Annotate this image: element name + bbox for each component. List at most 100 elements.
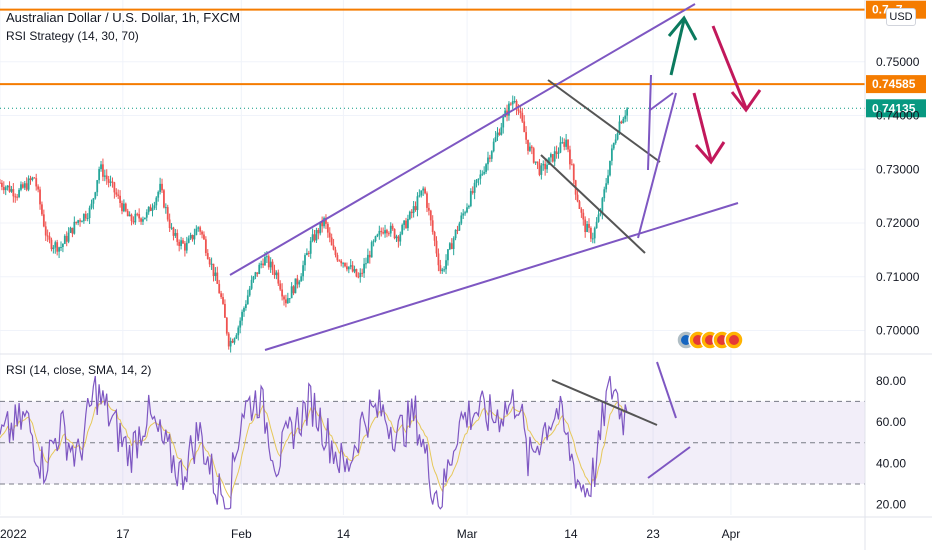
rsi-tick-label: 60.00 bbox=[876, 415, 906, 429]
candle-body bbox=[300, 276, 303, 282]
candle-body bbox=[174, 232, 177, 236]
rsi-line bbox=[0, 375, 628, 510]
arrow-down-head bbox=[730, 89, 762, 113]
candle-body bbox=[456, 229, 459, 231]
candle-body bbox=[29, 178, 32, 180]
candle-body bbox=[304, 255, 306, 266]
time-tick-label: 14 bbox=[564, 527, 578, 541]
candle-body bbox=[498, 132, 501, 135]
candle-body bbox=[203, 234, 205, 240]
candle-body bbox=[44, 226, 47, 236]
arrow-down-shaft bbox=[711, 25, 748, 109]
candle-body bbox=[212, 263, 215, 277]
event-flag-dot bbox=[681, 335, 691, 345]
candle-body bbox=[614, 139, 617, 143]
candle-body bbox=[338, 260, 341, 262]
trendline bbox=[547, 79, 661, 163]
candle-body bbox=[25, 183, 28, 190]
candle-body bbox=[279, 283, 282, 290]
candle-body bbox=[50, 239, 53, 250]
candle-body bbox=[21, 184, 24, 188]
candle-body bbox=[359, 272, 362, 278]
candle-body bbox=[559, 142, 562, 153]
candle-body bbox=[166, 207, 169, 220]
candle-body bbox=[2, 186, 5, 191]
candle-body bbox=[332, 245, 335, 250]
candle-body bbox=[92, 198, 95, 204]
candle-body bbox=[67, 232, 70, 242]
event-flags[interactable] bbox=[676, 330, 744, 350]
candle-body bbox=[69, 227, 72, 233]
rsi-title: RSI (14, close, SMA, 14, 2) bbox=[6, 363, 152, 377]
candle-body bbox=[462, 213, 465, 216]
event-flag-dot bbox=[705, 335, 715, 345]
candle-body bbox=[509, 103, 512, 105]
candle-body bbox=[262, 263, 264, 266]
candle-body bbox=[298, 281, 301, 285]
candle-body bbox=[429, 210, 432, 221]
candle-body bbox=[584, 219, 587, 233]
candle-body bbox=[183, 243, 186, 251]
candle-body bbox=[153, 205, 156, 209]
candle-body bbox=[469, 191, 472, 207]
candle-body bbox=[612, 142, 615, 149]
candle-body bbox=[77, 220, 80, 223]
candle-body bbox=[132, 221, 135, 223]
candle-body bbox=[422, 188, 425, 191]
candle-body bbox=[407, 218, 409, 229]
candle-body bbox=[265, 256, 268, 258]
candle-body bbox=[124, 203, 127, 211]
candle-body bbox=[542, 163, 545, 166]
arrow-up-head bbox=[667, 15, 698, 41]
candle-body bbox=[405, 220, 407, 229]
candle-body bbox=[208, 259, 211, 265]
candle-body bbox=[487, 157, 489, 165]
candle-body bbox=[302, 265, 304, 277]
candle-body bbox=[536, 161, 539, 164]
candle-body bbox=[105, 175, 108, 180]
candle-body bbox=[538, 163, 541, 175]
arrow-down-shaft bbox=[692, 92, 713, 161]
candle-body bbox=[180, 240, 182, 247]
candle-body bbox=[551, 154, 554, 162]
price-gridlines bbox=[0, 0, 865, 515]
candle-body bbox=[170, 227, 173, 229]
candle-body bbox=[370, 242, 373, 258]
currency-badge[interactable]: USD bbox=[886, 8, 916, 26]
candle-body bbox=[570, 164, 573, 166]
candle-body bbox=[81, 221, 83, 223]
candle-body bbox=[616, 133, 619, 140]
candle-body bbox=[286, 298, 289, 304]
candle-body bbox=[347, 266, 350, 270]
candle-body bbox=[54, 242, 57, 248]
time-tick-label: 23 bbox=[646, 527, 660, 541]
candle-body bbox=[275, 272, 278, 276]
candle-body bbox=[591, 238, 594, 240]
candle-body bbox=[569, 149, 571, 165]
candle-body bbox=[620, 121, 623, 124]
candle-body bbox=[42, 214, 45, 227]
candle-body bbox=[515, 101, 518, 110]
candle-body bbox=[41, 204, 43, 215]
candle-body bbox=[149, 206, 152, 211]
candle-body bbox=[468, 206, 470, 208]
candle-body bbox=[48, 236, 51, 240]
time-tick-label: 17 bbox=[116, 527, 130, 541]
candle-body bbox=[271, 261, 274, 270]
candle-body bbox=[75, 221, 78, 223]
candle-body bbox=[386, 230, 388, 234]
candle-body bbox=[56, 242, 59, 252]
candle-body bbox=[378, 230, 381, 235]
candle-body bbox=[182, 240, 184, 244]
candle-body bbox=[117, 194, 120, 196]
candle-body bbox=[121, 202, 123, 212]
candle-body bbox=[294, 278, 297, 294]
candle-body bbox=[399, 234, 402, 242]
candle-body bbox=[353, 269, 356, 272]
candle-body bbox=[246, 295, 249, 305]
candle-body bbox=[344, 262, 346, 267]
candle-body bbox=[576, 194, 579, 202]
candle-body bbox=[288, 298, 291, 300]
candle-body bbox=[161, 183, 163, 191]
candle-body bbox=[285, 299, 287, 304]
